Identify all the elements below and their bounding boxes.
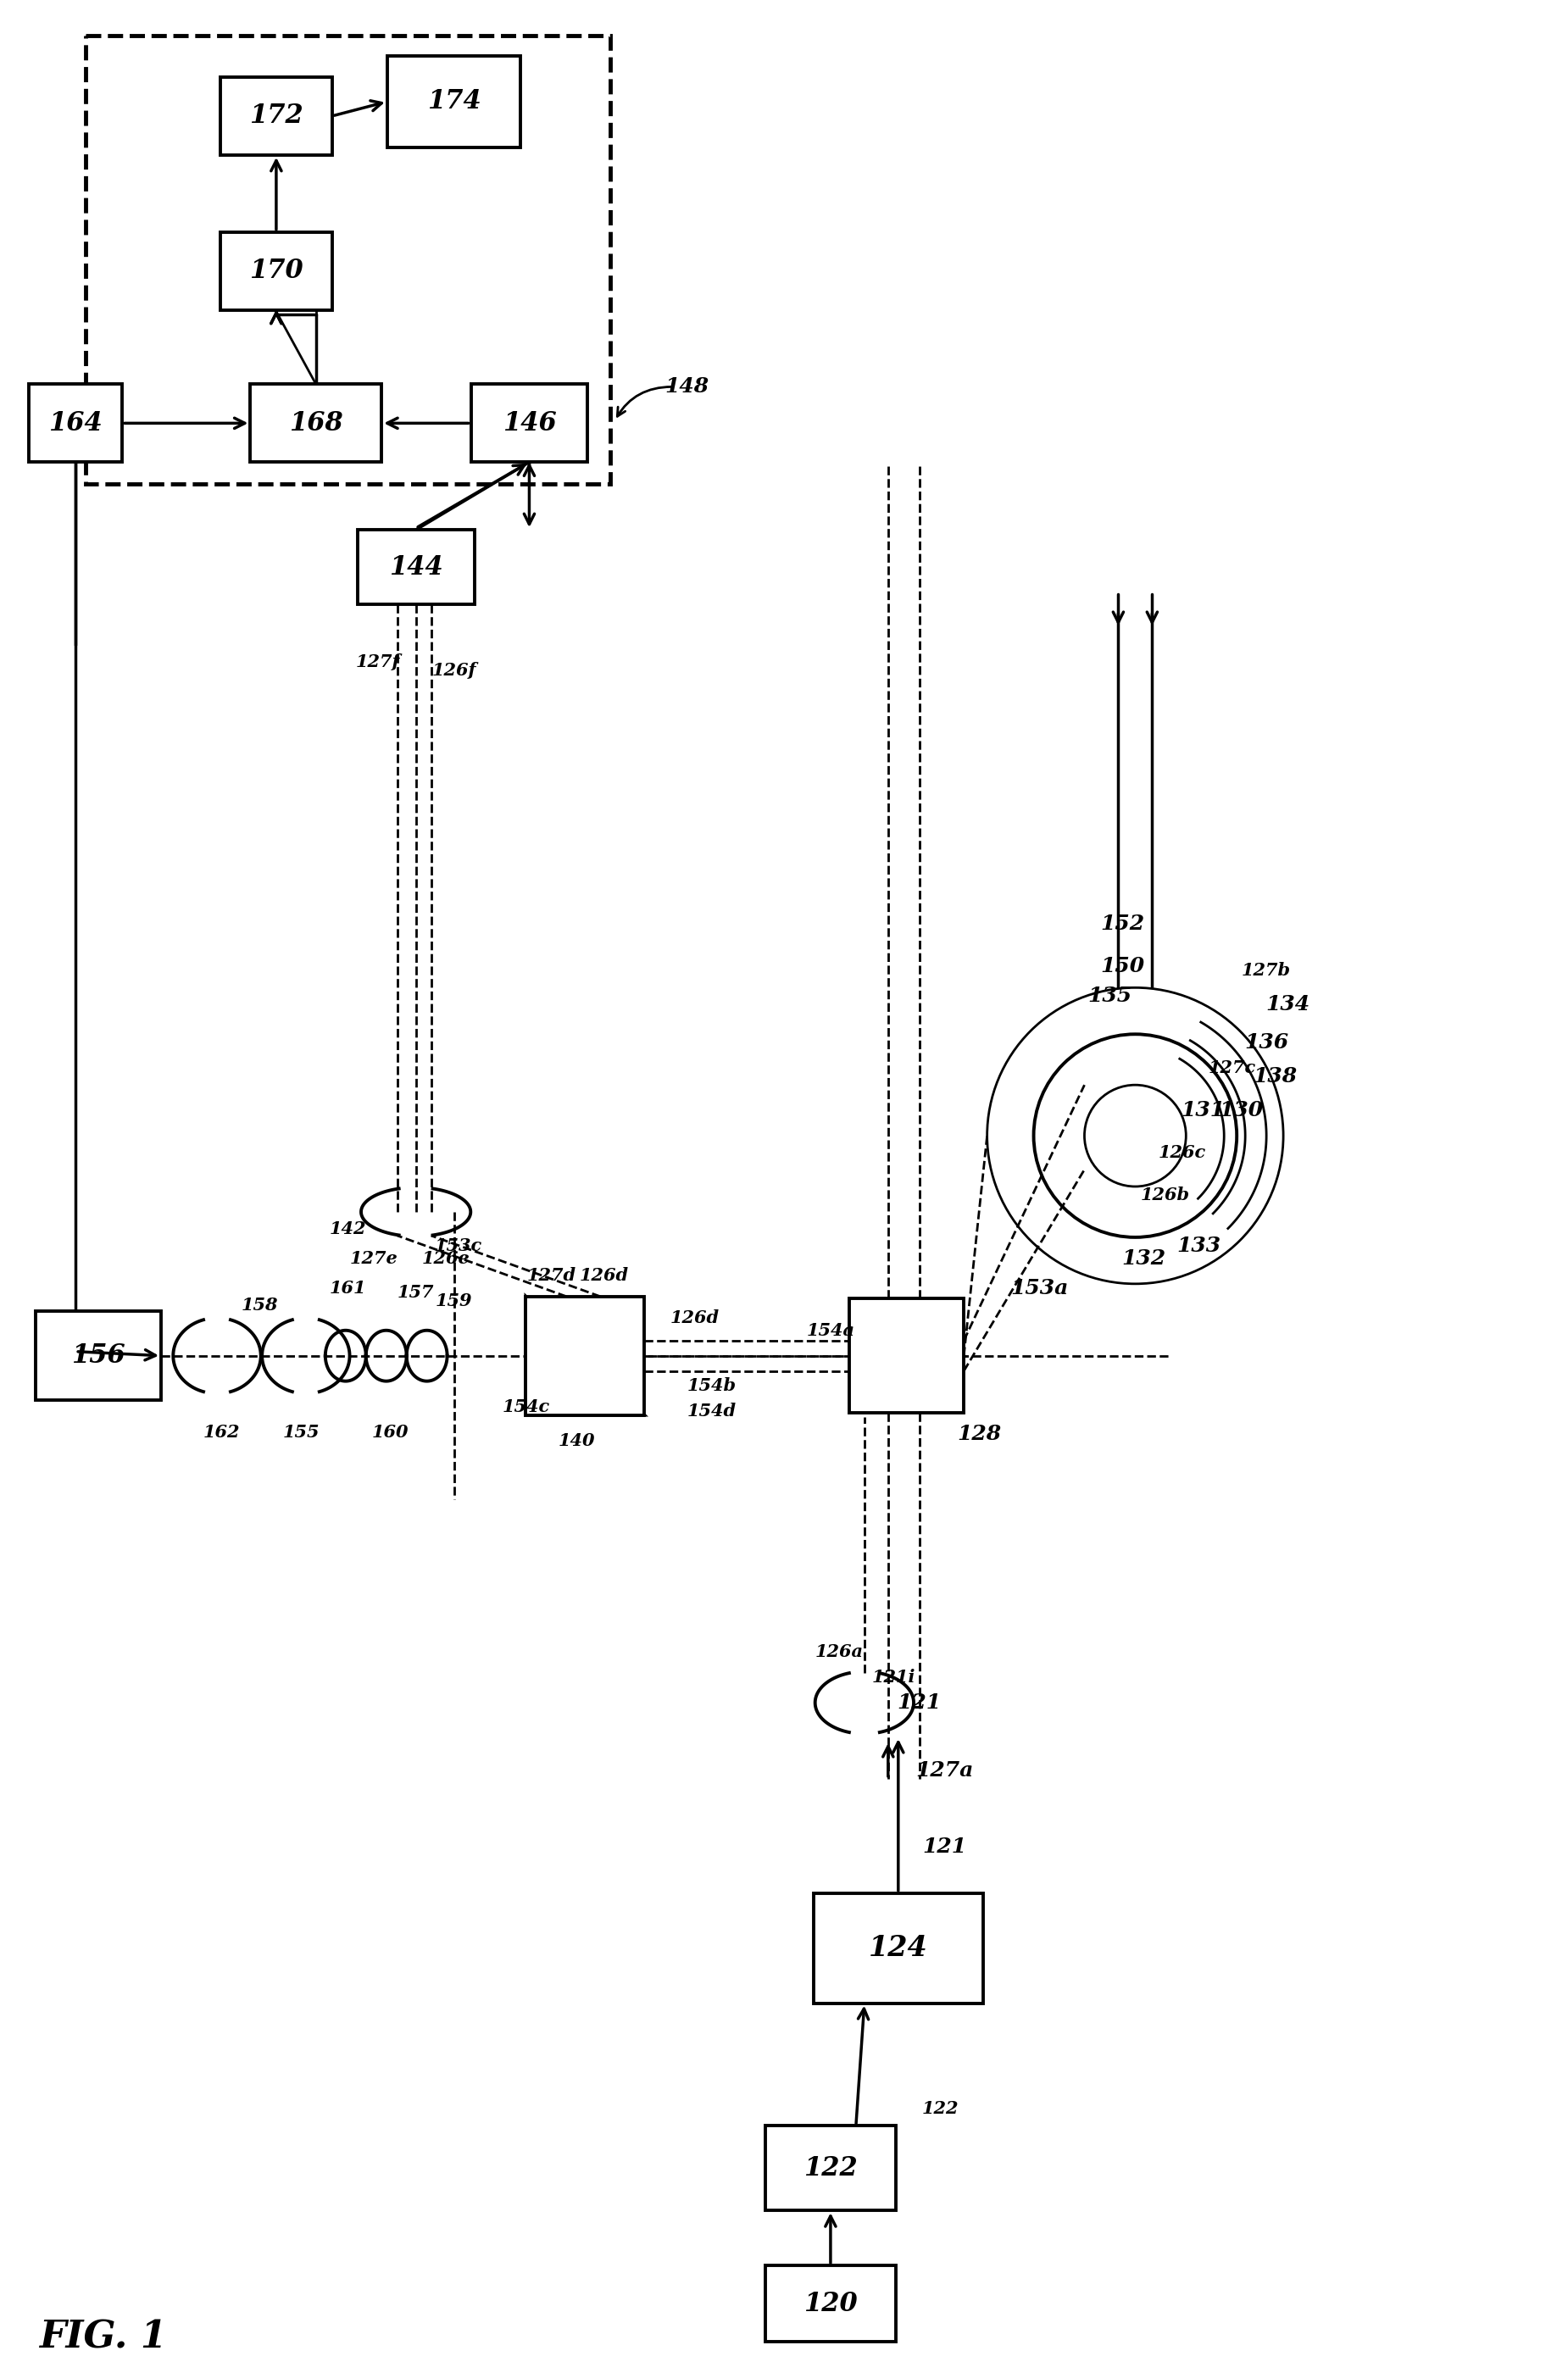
Text: 158: 158 <box>241 1296 278 1312</box>
Text: 127f: 127f <box>356 653 400 669</box>
Bar <box>30 384 122 463</box>
Bar <box>765 2266 897 2342</box>
Text: 161: 161 <box>329 1279 367 1296</box>
Text: FIG. 1: FIG. 1 <box>39 2318 166 2356</box>
Text: 126f: 126f <box>431 662 477 679</box>
Text: 153a: 153a <box>1011 1279 1069 1298</box>
Text: 127e: 127e <box>350 1251 398 1267</box>
Text: 122: 122 <box>922 2100 960 2117</box>
Text: 121: 121 <box>922 1837 967 1856</box>
Text: 126d: 126d <box>579 1267 629 1284</box>
Text: 135: 135 <box>1088 985 1132 1006</box>
Text: 146: 146 <box>502 411 557 437</box>
Text: 160: 160 <box>372 1424 409 1440</box>
Text: 144: 144 <box>389 553 442 579</box>
Text: 124: 124 <box>869 1934 928 1962</box>
Text: 133: 133 <box>1176 1236 1221 1255</box>
Text: 153c: 153c <box>434 1236 481 1255</box>
Text: 132: 132 <box>1121 1248 1165 1270</box>
Text: 126c: 126c <box>1157 1144 1206 1160</box>
Text: 120: 120 <box>803 2290 858 2316</box>
Text: 154a: 154a <box>806 1322 855 1338</box>
Text: 155: 155 <box>284 1424 320 1440</box>
Text: 162: 162 <box>202 1424 240 1440</box>
Text: 126e: 126e <box>422 1251 469 1267</box>
Bar <box>814 1894 983 2003</box>
Bar <box>221 76 332 154</box>
Text: 154c: 154c <box>502 1398 550 1414</box>
Text: 128: 128 <box>956 1424 1000 1445</box>
Text: 130: 130 <box>1218 1101 1264 1120</box>
Text: 159: 159 <box>436 1293 472 1310</box>
Text: 138: 138 <box>1253 1065 1297 1087</box>
Text: 172: 172 <box>249 102 303 128</box>
Bar <box>36 1312 162 1400</box>
Text: 121: 121 <box>897 1692 941 1713</box>
Text: 152: 152 <box>1101 914 1145 935</box>
Text: 174: 174 <box>426 88 481 114</box>
Text: 142: 142 <box>329 1220 367 1236</box>
Text: 136: 136 <box>1245 1032 1289 1054</box>
Bar <box>470 384 588 463</box>
Text: 164: 164 <box>49 411 102 437</box>
Bar <box>251 384 381 463</box>
Text: 131: 131 <box>1181 1101 1225 1120</box>
Text: 157: 157 <box>397 1284 434 1300</box>
Text: 156: 156 <box>72 1343 125 1369</box>
Text: 154d: 154d <box>687 1402 737 1419</box>
Text: 127c: 127c <box>1209 1061 1256 1077</box>
Text: 154b: 154b <box>687 1376 737 1393</box>
Text: 134: 134 <box>1265 994 1309 1016</box>
Text: 168: 168 <box>289 411 343 437</box>
Bar <box>525 1296 644 1414</box>
Bar <box>358 529 474 605</box>
Text: 170: 170 <box>249 259 303 285</box>
Text: 126a: 126a <box>815 1644 862 1661</box>
Text: 127b: 127b <box>1242 961 1290 980</box>
Text: 148: 148 <box>665 377 709 396</box>
Text: 150: 150 <box>1101 956 1145 978</box>
Text: 126b: 126b <box>1140 1186 1190 1203</box>
Bar <box>221 233 332 311</box>
Text: 122: 122 <box>803 2155 858 2181</box>
Bar <box>850 1298 964 1412</box>
Bar <box>765 2126 897 2209</box>
Text: 121i: 121i <box>872 1668 916 1685</box>
Text: 140: 140 <box>558 1431 596 1450</box>
Text: 126d: 126d <box>671 1310 720 1327</box>
Bar <box>86 36 610 484</box>
Bar <box>387 57 521 147</box>
Text: 127a: 127a <box>916 1761 974 1780</box>
Text: 127d: 127d <box>527 1267 575 1284</box>
